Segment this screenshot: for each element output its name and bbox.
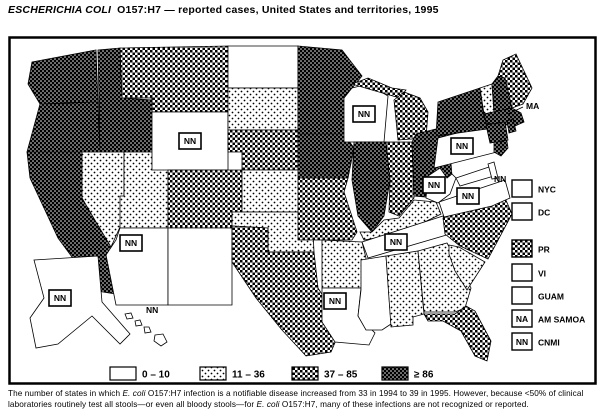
legend-label-2: 37 – 85 <box>324 370 358 381</box>
territory-label-nyc: NYC <box>538 185 556 195</box>
state-ne <box>227 129 307 171</box>
state-or <box>26 101 101 153</box>
nn-box-ak <box>48 289 72 307</box>
nn-label-tn: NN <box>390 237 402 247</box>
nn-marks-layer: NN NN NN NN NN NN NN NN NN MA NN NN <box>48 101 539 315</box>
territory-box-cnmi <box>511 332 533 351</box>
nn-box-va <box>456 187 480 205</box>
state-al <box>385 250 425 328</box>
nn-box-wy <box>178 132 202 150</box>
state-ms <box>357 255 392 331</box>
nn-label-de: NN <box>494 174 506 184</box>
map-frame <box>8 36 597 385</box>
legend-label-1: 11 – 36 <box>232 370 265 381</box>
legend-swatch-0 <box>109 366 137 381</box>
caption-ecoli-1: E. coli <box>122 389 146 398</box>
territory-box-pr <box>511 239 533 258</box>
territory-mark-am-samoa: NA <box>516 314 528 324</box>
state-me <box>497 53 533 109</box>
territory-mark-cnmi: NN <box>516 337 528 347</box>
state-ar <box>321 239 367 289</box>
state-md <box>455 165 495 187</box>
state-hi <box>143 326 152 334</box>
territory-box-guam <box>511 286 533 305</box>
callout-line-ma <box>507 106 524 115</box>
nn-label-az: NN <box>125 238 137 248</box>
title-rest: O157:H7 — reported cases, United States … <box>117 4 439 16</box>
legend-swatch-2 <box>291 366 319 381</box>
legend-swatch-3 <box>381 366 409 381</box>
state-sc <box>448 244 486 291</box>
territory-label-am-samoa: AM SAMOA <box>538 315 585 325</box>
nn-label-va: NN <box>462 191 474 201</box>
state-wa <box>27 49 99 105</box>
caption-text: The number of states in which <box>8 389 123 398</box>
territory-panel: NYC DC PR VI GUAM NA AM SAMOA NN CNMI <box>511 179 585 351</box>
state-ak <box>29 255 131 349</box>
territory-label-cnmi: CNMI <box>538 338 560 348</box>
nn-label-pa: NN <box>456 141 468 151</box>
callout-label-ma: MA <box>526 101 539 111</box>
state-mi <box>393 91 429 141</box>
nn-label-wi: NN <box>358 109 370 119</box>
state-ia <box>297 133 355 179</box>
nn-label-wy: NN <box>184 136 196 146</box>
state-ct <box>485 121 509 144</box>
nn-label-ak: NN <box>54 293 66 303</box>
state-ga <box>417 242 472 313</box>
nn-label-hi: NN <box>146 305 158 315</box>
territory-label-pr: PR <box>538 245 550 255</box>
title-organism: ESCHERICHIA COLI <box>8 4 112 16</box>
territory-label-vi: VI <box>538 269 546 279</box>
caption-text-3: O157:H7, many of these infections are no… <box>279 400 529 410</box>
figure-caption: The number of states in which E. coli O1… <box>8 388 600 411</box>
territory-box-vi <box>511 263 533 282</box>
caption-text-2: O157:H7 infection is a notifiable diseas… <box>8 389 584 410</box>
map-legend: 0 – 10 11 – 36 37 – 85 ≥ 86 <box>109 366 434 381</box>
state-ri <box>506 118 517 134</box>
nn-box-wv <box>422 176 446 194</box>
state-mo <box>297 177 358 241</box>
territory-label-guam: GUAM <box>538 292 564 302</box>
states-layer <box>26 45 533 362</box>
territory-box-dc <box>511 202 533 221</box>
legend-swatch-1 <box>199 366 227 381</box>
state-il <box>351 141 391 233</box>
nn-box-az <box>119 234 143 252</box>
state-nm <box>167 227 233 306</box>
caption-ecoli-2: E. coli <box>256 400 280 410</box>
state-hi <box>153 333 168 347</box>
nn-box-wi <box>352 105 376 123</box>
nn-box-pa <box>450 137 474 155</box>
state-fl <box>423 305 492 362</box>
nn-label-la: NN <box>329 296 341 306</box>
state-co <box>167 169 243 229</box>
territory-label-dc: DC <box>538 208 550 218</box>
state-nd <box>227 45 299 89</box>
territory-box-am-samoa <box>511 309 533 328</box>
state-de <box>487 161 499 180</box>
page-title: ESCHERICHIA COLI O157:H7 — reported cases… <box>8 4 439 16</box>
legend-label-0: 0 – 10 <box>142 370 170 381</box>
legend-label-3: ≥ 86 <box>414 370 434 381</box>
nn-box-tn <box>384 233 408 251</box>
state-hi <box>134 319 143 327</box>
state-mi <box>350 77 407 99</box>
nn-label-wv: NN <box>428 180 440 190</box>
territory-box-nyc <box>511 179 533 198</box>
state-sd <box>227 87 299 131</box>
state-hi <box>124 312 134 320</box>
nn-box-la <box>323 292 347 310</box>
